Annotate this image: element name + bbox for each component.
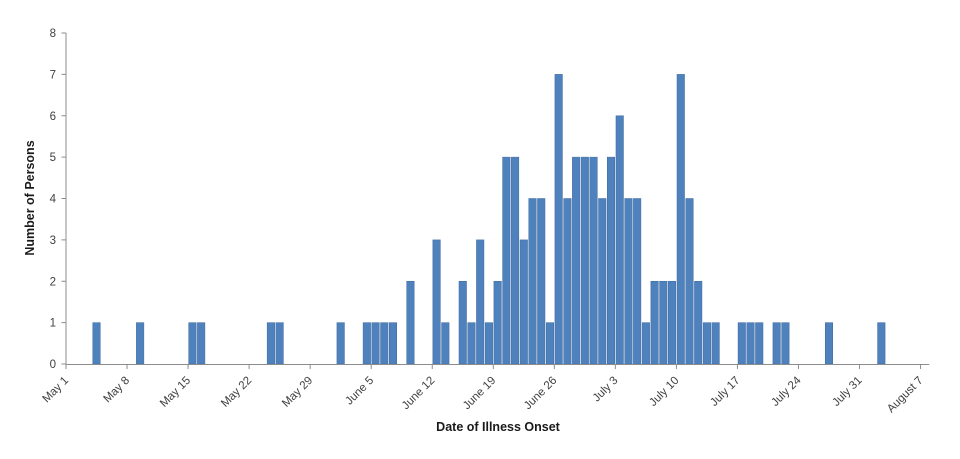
bar-june-16 <box>467 322 476 365</box>
bar-june-7 <box>388 322 398 365</box>
x-tick-label: August 7 <box>885 375 926 416</box>
bar-july-7 <box>650 281 659 365</box>
x-tick-label: June 26 <box>522 375 559 412</box>
bar-july-27 <box>824 322 834 365</box>
bar-july-2 <box>606 156 616 365</box>
bar-may-15 <box>188 322 197 365</box>
bar-july-4 <box>624 198 633 365</box>
x-tick-label: May 29 <box>280 375 315 410</box>
bar-july-12 <box>694 281 703 365</box>
bar-july-3 <box>615 115 624 365</box>
bar-july-19 <box>755 322 764 365</box>
y-tick-label: 3 <box>50 235 56 247</box>
bar-july-11 <box>685 198 694 365</box>
bar-may-9 <box>136 322 145 365</box>
bar-june-19 <box>493 281 502 365</box>
bar-july-22 <box>781 322 790 365</box>
bar-july-21 <box>772 322 781 365</box>
bar-june-1 <box>336 322 345 365</box>
bar-may-16 <box>197 322 206 365</box>
bar-july-5 <box>633 198 642 365</box>
x-tick-label: May 8 <box>102 375 133 406</box>
bar-august-2 <box>877 322 886 365</box>
bar-june-25 <box>545 322 554 365</box>
bar-june-5 <box>371 322 380 365</box>
y-tick-label: 2 <box>50 276 56 288</box>
bar-may-25 <box>275 322 284 365</box>
bar-july-9 <box>668 281 677 365</box>
x-axis-tick-labels: May 1 May 8 May 15 May 22 May 29 June 5 June 1… <box>40 364 926 416</box>
bar-july-17 <box>737 322 746 365</box>
x-tick-label: May 15 <box>158 375 193 410</box>
y-tick-label: 6 <box>50 111 56 123</box>
y-tick-label: 5 <box>50 152 56 164</box>
x-tick-label: June 5 <box>343 375 376 408</box>
y-axis-tick-labels: 0 1 2 3 4 5 6 7 8 <box>50 28 66 371</box>
y-tick-label: 1 <box>50 318 56 330</box>
bars-group <box>92 74 886 365</box>
x-tick-label: July 17 <box>708 375 742 409</box>
x-tick-label: July 10 <box>647 375 681 409</box>
bar-july-10 <box>676 74 685 365</box>
bar-june-6 <box>380 322 389 365</box>
bar-june-27 <box>563 198 572 365</box>
y-tick-label: 0 <box>50 359 56 371</box>
y-tick-label: 8 <box>50 28 56 40</box>
bar-june-30 <box>589 156 598 365</box>
y-tick-label: 7 <box>50 69 56 81</box>
bar-june-15 <box>458 281 467 365</box>
y-tick-label: 4 <box>50 194 57 206</box>
x-tick-label: May 1 <box>40 375 71 406</box>
y-axis-title: Number of Persons <box>23 140 37 255</box>
bar-july-18 <box>746 322 755 365</box>
x-tick-label: July 3 <box>591 375 621 405</box>
bar-july-1 <box>598 198 607 365</box>
bar-june-28 <box>572 156 581 365</box>
bar-june-22 <box>519 239 528 365</box>
bar-june-9 <box>406 281 415 365</box>
x-tick-label: May 22 <box>219 375 254 410</box>
bar-june-13 <box>441 322 450 365</box>
bar-june-12 <box>432 239 441 365</box>
bar-june-21 <box>511 156 520 365</box>
x-axis-title: Date of Illness Onset <box>436 420 560 434</box>
bar-june-17 <box>476 239 485 365</box>
bar-june-20 <box>502 156 511 365</box>
bar-june-24 <box>537 198 546 365</box>
x-tick-label: June 12 <box>400 375 437 412</box>
bar-june-29 <box>580 156 589 365</box>
bar-may-24 <box>266 322 275 365</box>
bar-june-23 <box>528 198 537 365</box>
bar-july-13 <box>702 322 711 365</box>
bar-june-4 <box>362 322 371 365</box>
x-tick-label: July 24 <box>769 374 804 409</box>
bar-july-8 <box>659 281 668 365</box>
bar-july-14 <box>711 322 720 365</box>
bar-june-18 <box>484 322 493 365</box>
x-tick-label: July 31 <box>830 375 864 409</box>
bar-may-4 <box>92 322 101 365</box>
x-tick-label: June 19 <box>461 375 498 412</box>
bar-july-6 <box>641 322 650 365</box>
bar-june-26 <box>554 74 563 365</box>
